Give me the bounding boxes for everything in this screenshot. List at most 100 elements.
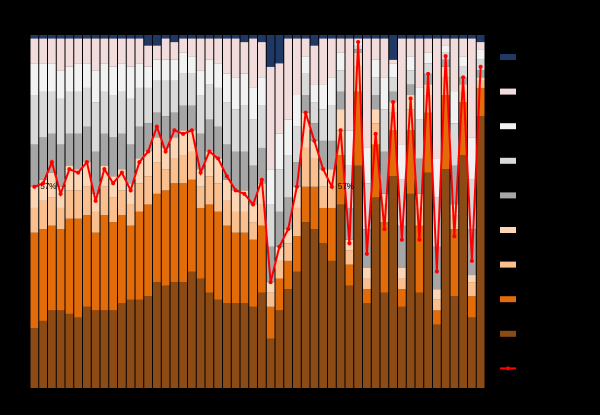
bar-segment [109,95,117,138]
bar-segment [144,87,152,124]
bar-segment [153,162,161,194]
bar-segment [231,109,240,152]
bar-segment [170,59,179,81]
bar-segment [398,144,406,180]
bar-segment [48,38,56,64]
line-marker [67,167,72,172]
bar-segment [371,95,380,110]
bar-segment [389,91,397,103]
bar-segment [91,70,100,103]
bar-segment [161,38,170,60]
bar-segment [56,70,65,99]
bar-segment [301,38,310,57]
bar-segment [144,45,152,67]
bar-segment [266,204,275,247]
bar-segment [415,225,424,293]
bar-segment [109,310,117,388]
bar-segment [30,38,39,64]
legend-swatch [506,366,510,371]
bar-segment [135,299,144,388]
bar-segment [240,211,249,233]
bar-segment [363,267,371,279]
bar-segment [196,35,205,39]
bar-segment [406,84,415,96]
bar-segment [126,144,135,184]
line-marker [469,258,474,263]
bar-segment [39,179,47,201]
bar-segment [433,158,441,198]
bar-segment [275,278,284,311]
bar-segment [153,193,161,283]
bar-segment [459,56,467,67]
bar-segment [144,176,152,205]
bar-segment [441,35,450,39]
bar-segment [363,147,371,184]
bar-segment [144,123,152,152]
bar-segment [284,229,292,244]
bar-segment [30,144,39,187]
bar-segment [179,35,187,39]
bar-segment [214,63,222,88]
bar-segment [336,109,345,131]
bar-segment [319,243,327,388]
bar-segment [345,250,354,265]
bar-segment [65,190,74,219]
bar-segment [188,105,196,131]
line-marker [189,128,194,133]
bar-segment [345,165,354,208]
bar-segment [161,147,170,170]
bar-segment [188,38,196,57]
bar-segment [223,303,231,388]
bar-segment [441,77,450,96]
bar-segment [424,35,432,39]
bar-segment [415,35,424,39]
bar-segment [100,63,109,92]
bar-segment [398,38,406,145]
line-marker [224,174,229,179]
bar-segment [380,292,389,388]
bar-segment [100,35,109,39]
bar-segment [91,38,100,71]
bar-segment [74,218,82,318]
bar-segment [205,38,214,60]
bar-segment [275,63,284,134]
bar-segment [100,91,109,134]
bar-segment [258,42,266,78]
bar-segment [214,299,222,388]
bar-segment [83,306,91,388]
bar-segment [126,204,135,226]
bar-segment [39,229,47,321]
bar-segment [83,63,91,88]
bar-segment [179,282,187,388]
bar-segment [406,109,415,131]
bar-segment [214,126,222,159]
bar-segment [415,207,424,226]
bar-segment [450,123,459,166]
bar-segment [424,52,432,64]
bar-segment [179,38,187,53]
bar-segment [83,162,91,187]
bar-segment [135,63,144,88]
bar-segment [109,222,117,311]
bar-segment [65,91,74,134]
bar-segment [284,35,292,39]
bar-segment [100,133,109,166]
line-marker [461,75,466,80]
bar-segment [389,130,397,177]
bar-segment [275,260,284,279]
bar-segment [468,275,476,283]
bar-segment [231,151,240,191]
bar-segment [65,133,74,166]
bar-segment [205,176,214,205]
bar-segment [39,38,47,64]
bar-segment [258,183,266,205]
bar-segment [450,204,459,216]
bar-segment [275,169,284,212]
bar-segment [380,151,389,194]
bar-segment [380,109,389,152]
bar-segment [336,38,345,53]
bar-segment [284,243,292,261]
bar-segment [398,35,406,39]
line-marker [181,131,186,136]
